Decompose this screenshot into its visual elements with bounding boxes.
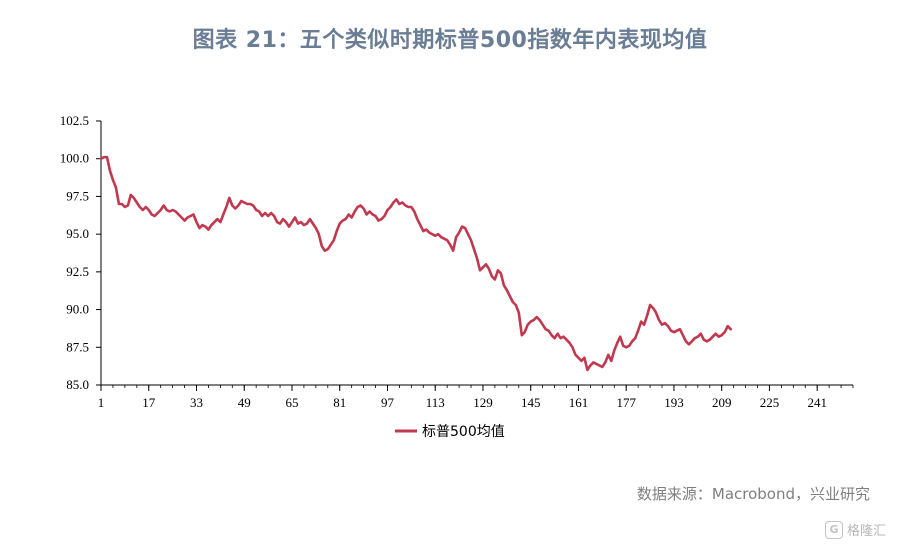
x-tick-label: 49 xyxy=(238,395,251,410)
x-tick-label: 113 xyxy=(426,395,445,410)
x-tick-label: 65 xyxy=(285,395,298,410)
x-tick-label: 97 xyxy=(381,395,395,410)
y-axis: 85.0 87.5 90.0 92.5 95.0 97.5 100.0 102.5 xyxy=(60,113,102,392)
x-axis: 1 17 33 49 65 81 97 113 129 145 161 177 193 209 225 241 xyxy=(98,384,854,410)
y-tick-label: 100.0 xyxy=(60,151,89,166)
watermark-text: 格隆汇 xyxy=(846,524,886,539)
series-line xyxy=(99,155,732,372)
x-tick-label: 241 xyxy=(807,395,827,410)
legend: 标普500均值 xyxy=(395,424,505,440)
y-tick-label: 90.0 xyxy=(66,302,89,317)
x-tick-label: 161 xyxy=(569,395,589,410)
series-layer xyxy=(99,155,732,372)
x-tick-label: 209 xyxy=(712,395,732,410)
watermark-logo-icon: G xyxy=(824,520,843,539)
watermark: G 格隆汇 xyxy=(824,520,886,539)
legend-label: 标普500均值 xyxy=(422,424,505,440)
x-tick-label: 193 xyxy=(664,395,684,410)
x-tick-label: 145 xyxy=(521,395,541,410)
x-tick-label: 129 xyxy=(473,395,493,410)
chart-title: 图表 21：五个类似时期标普500指数年内表现均值 xyxy=(192,28,708,53)
y-tick-label: 92.5 xyxy=(66,264,89,279)
x-tick-label: 225 xyxy=(760,395,780,410)
y-tick-label: 85.0 xyxy=(66,377,89,392)
x-tick-label: 81 xyxy=(333,395,346,410)
x-tick-label: 1 xyxy=(98,395,105,410)
x-tick-label: 33 xyxy=(190,395,203,410)
x-tick-label: 17 xyxy=(142,395,156,410)
x-tick-label: 177 xyxy=(616,395,636,410)
y-tick-label: 97.5 xyxy=(66,188,89,203)
y-tick-label: 95.0 xyxy=(66,226,89,241)
y-tick-label: 102.5 xyxy=(60,113,89,128)
source-note: 数据来源：Macrobond，兴业研究 xyxy=(636,485,870,503)
y-tick-label: 87.5 xyxy=(66,339,89,354)
